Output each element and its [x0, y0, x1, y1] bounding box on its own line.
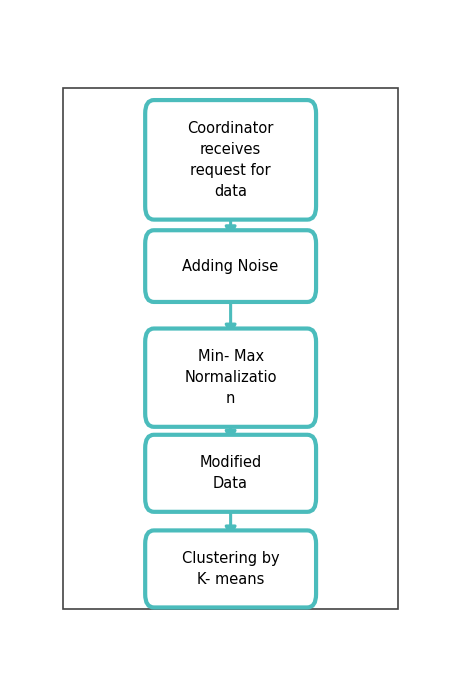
Text: Clustering by
K- means: Clustering by K- means: [182, 551, 279, 587]
Text: Coordinator
receives
request for
data: Coordinator receives request for data: [188, 121, 274, 199]
Text: Adding Noise: Adding Noise: [183, 259, 279, 274]
FancyBboxPatch shape: [145, 328, 316, 427]
FancyBboxPatch shape: [145, 531, 316, 607]
FancyBboxPatch shape: [145, 230, 316, 302]
Text: Modified
Data: Modified Data: [199, 455, 262, 491]
FancyBboxPatch shape: [145, 435, 316, 512]
Text: Min- Max
Normalizatio
n: Min- Max Normalizatio n: [184, 349, 277, 406]
FancyBboxPatch shape: [145, 100, 316, 219]
